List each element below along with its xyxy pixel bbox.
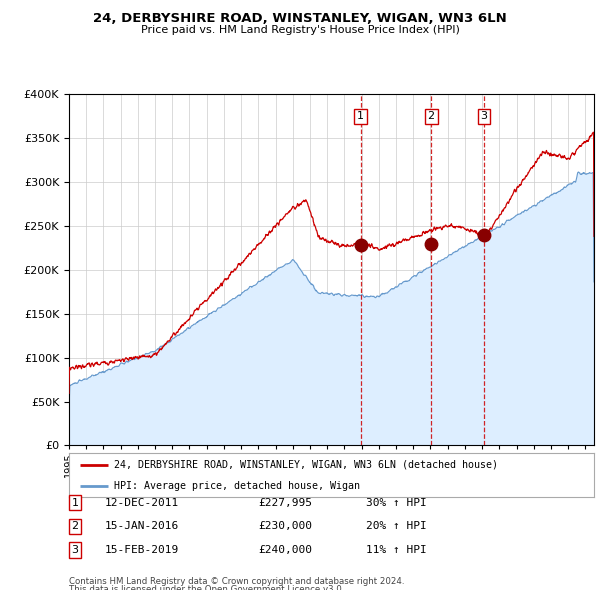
Text: 24, DERBYSHIRE ROAD, WINSTANLEY, WIGAN, WN3 6LN: 24, DERBYSHIRE ROAD, WINSTANLEY, WIGAN, … bbox=[93, 12, 507, 25]
Text: 20% ↑ HPI: 20% ↑ HPI bbox=[366, 522, 427, 531]
Text: £230,000: £230,000 bbox=[258, 522, 312, 531]
Text: 15-FEB-2019: 15-FEB-2019 bbox=[105, 545, 179, 555]
Text: 3: 3 bbox=[71, 545, 79, 555]
Text: 1: 1 bbox=[71, 498, 79, 507]
Text: Contains HM Land Registry data © Crown copyright and database right 2024.: Contains HM Land Registry data © Crown c… bbox=[69, 577, 404, 586]
Text: HPI: Average price, detached house, Wigan: HPI: Average price, detached house, Wiga… bbox=[113, 481, 359, 491]
Text: 2: 2 bbox=[71, 522, 79, 531]
Text: 2: 2 bbox=[428, 112, 435, 122]
Text: 15-JAN-2016: 15-JAN-2016 bbox=[105, 522, 179, 531]
Text: 3: 3 bbox=[481, 112, 488, 122]
Text: £227,995: £227,995 bbox=[258, 498, 312, 507]
Text: £240,000: £240,000 bbox=[258, 545, 312, 555]
Text: 1: 1 bbox=[357, 112, 364, 122]
Text: This data is licensed under the Open Government Licence v3.0.: This data is licensed under the Open Gov… bbox=[69, 585, 344, 590]
Text: 11% ↑ HPI: 11% ↑ HPI bbox=[366, 545, 427, 555]
Text: 12-DEC-2011: 12-DEC-2011 bbox=[105, 498, 179, 507]
Text: 24, DERBYSHIRE ROAD, WINSTANLEY, WIGAN, WN3 6LN (detached house): 24, DERBYSHIRE ROAD, WINSTANLEY, WIGAN, … bbox=[113, 460, 497, 470]
Text: Price paid vs. HM Land Registry's House Price Index (HPI): Price paid vs. HM Land Registry's House … bbox=[140, 25, 460, 35]
Text: 30% ↑ HPI: 30% ↑ HPI bbox=[366, 498, 427, 507]
